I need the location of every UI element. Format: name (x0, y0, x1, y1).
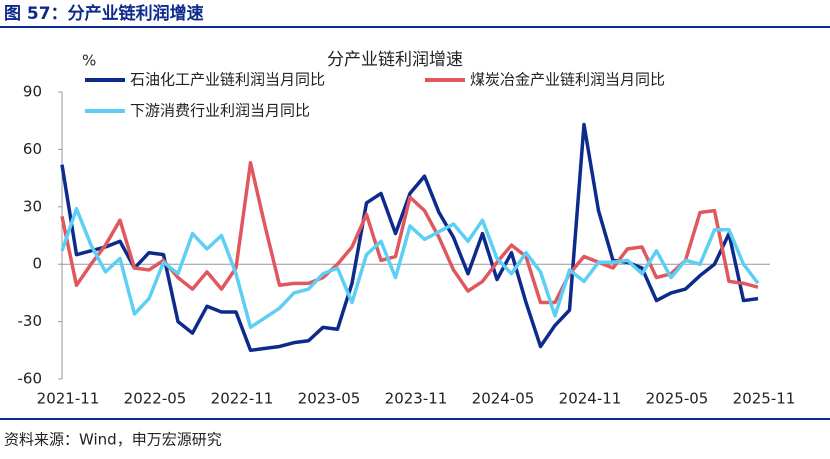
x-tick-label: 2023-11 (385, 390, 448, 408)
x-tick-label: 2024-05 (472, 390, 535, 408)
x-tick-label: 2025-05 (646, 390, 709, 408)
header-title: 图 57：分产业链利润增速 (4, 3, 204, 24)
x-tick-label: 2023-05 (298, 390, 361, 408)
series-line (60, 161, 759, 305)
legend-label: 石油化工产业链利润当月同比 (130, 71, 325, 89)
series-line (60, 206, 760, 330)
x-tick-label: 2022-11 (211, 390, 274, 408)
source: 资料来源：Wind，申万宏源研究 (4, 431, 222, 449)
y-tick-label: 30 (23, 197, 42, 215)
y-tick-label: -30 (18, 312, 43, 330)
y-tick-label: 90 (23, 83, 42, 101)
y-label: % (82, 52, 96, 70)
legend-label: 下游消费行业利润当月同比 (130, 102, 310, 120)
y-tick-label: 0 (32, 255, 42, 273)
x-tick-label: 2024-11 (559, 390, 622, 408)
y-tick-label: 60 (23, 140, 42, 158)
series-line (60, 122, 759, 353)
chart-title: 分产业链利润增速 (327, 50, 463, 70)
x-tick-label: 2025-11 (733, 390, 796, 408)
x-tick-label: 2022-05 (124, 390, 187, 408)
y-tick-label: -60 (18, 370, 43, 388)
x-tick-label: 2021-11 (37, 390, 100, 408)
legend-label: 煤炭冶金产业链利润当月同比 (470, 71, 665, 89)
